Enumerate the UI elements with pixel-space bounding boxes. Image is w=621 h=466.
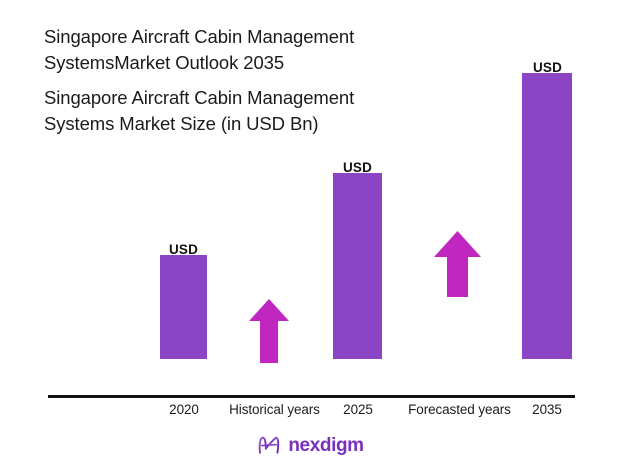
- page-title: Singapore Aircraft Cabin Management Syst…: [44, 26, 355, 73]
- x-tick-2020: 2020: [169, 402, 199, 417]
- plot-area: USD XX Bn USD XX Bn USD XX Bn: [48, 60, 575, 417]
- bar-rect-2020: [160, 255, 207, 359]
- x-tick-2025: 2025: [343, 402, 373, 417]
- x-label-historical-years: Historical years: [229, 402, 320, 417]
- bar-2035: [522, 73, 572, 359]
- bar-2020: [160, 255, 207, 359]
- subtitle-block: Singapore Aircraft Cabin Management Syst…: [44, 85, 474, 137]
- logo-text: nexdigm: [288, 434, 364, 456]
- growth-arrow-historical: [249, 299, 289, 363]
- x-axis-line: [48, 395, 575, 398]
- chart-subtitle: Singapore Aircraft Cabin Management Syst…: [44, 87, 355, 134]
- growth-arrow-forecast: [434, 231, 481, 297]
- footer-logo: nexdigm: [0, 434, 621, 456]
- x-label-forecasted-years: Forecasted years: [408, 402, 511, 417]
- x-tick-2035: 2035: [532, 402, 562, 417]
- bar-rect-2035: [522, 73, 572, 359]
- bar-rect-2025: [333, 173, 382, 359]
- nexdigm-n-logo-icon: [257, 434, 281, 456]
- title-block: Singapore Aircraft Cabin Management Syst…: [44, 24, 474, 76]
- bar-2025: [333, 173, 382, 359]
